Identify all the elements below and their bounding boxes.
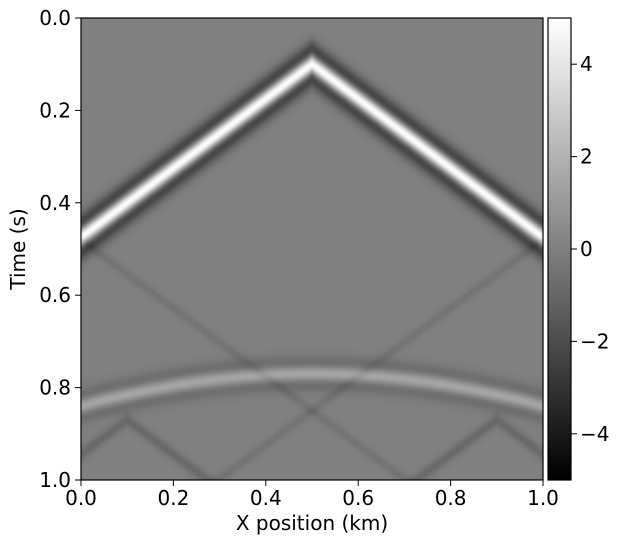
- x-axis-label: X position (km): [236, 511, 388, 535]
- x-tick-label: 0.4: [250, 486, 282, 510]
- y-tick-label: 0.8: [39, 376, 71, 400]
- colorbar-tick-label: −2: [580, 329, 609, 353]
- colorbar-tick-label: 4: [580, 52, 593, 76]
- seismic-heatmap: [81, 18, 543, 480]
- y-tick-label: 1.0: [39, 468, 71, 492]
- colorbar-gradient: [548, 18, 571, 480]
- x-tick-label: 1.0: [527, 486, 559, 510]
- colorbar-tick-label: 0: [580, 237, 593, 261]
- x-tick-label: 0.8: [435, 486, 467, 510]
- y-tick-label: 0.2: [39, 98, 71, 122]
- y-tick-label: 0.4: [39, 191, 71, 215]
- colorbar-tick-label: −4: [580, 422, 609, 446]
- x-tick-label: 0.2: [157, 486, 189, 510]
- y-axis-label: Time (s): [6, 208, 30, 290]
- x-axis: 0.0 0.2 0.4 0.6 0.8 1.0: [65, 480, 559, 510]
- colorbar-ticks: 4 2 0 −2 −4: [571, 52, 609, 446]
- y-tick-label: 0.0: [39, 6, 71, 30]
- x-tick-label: 0.6: [342, 486, 374, 510]
- plot-frame: [80, 17, 544, 481]
- plot-area: [80, 17, 544, 481]
- colorbar: 4 2 0 −2 −4: [547, 17, 609, 481]
- y-axis: 0.0 0.2 0.4 0.6 0.8 1.0: [39, 6, 81, 492]
- colorbar-tick-label: 2: [580, 145, 593, 169]
- x-tick-label: 0.0: [65, 486, 97, 510]
- y-tick-label: 0.6: [39, 283, 71, 307]
